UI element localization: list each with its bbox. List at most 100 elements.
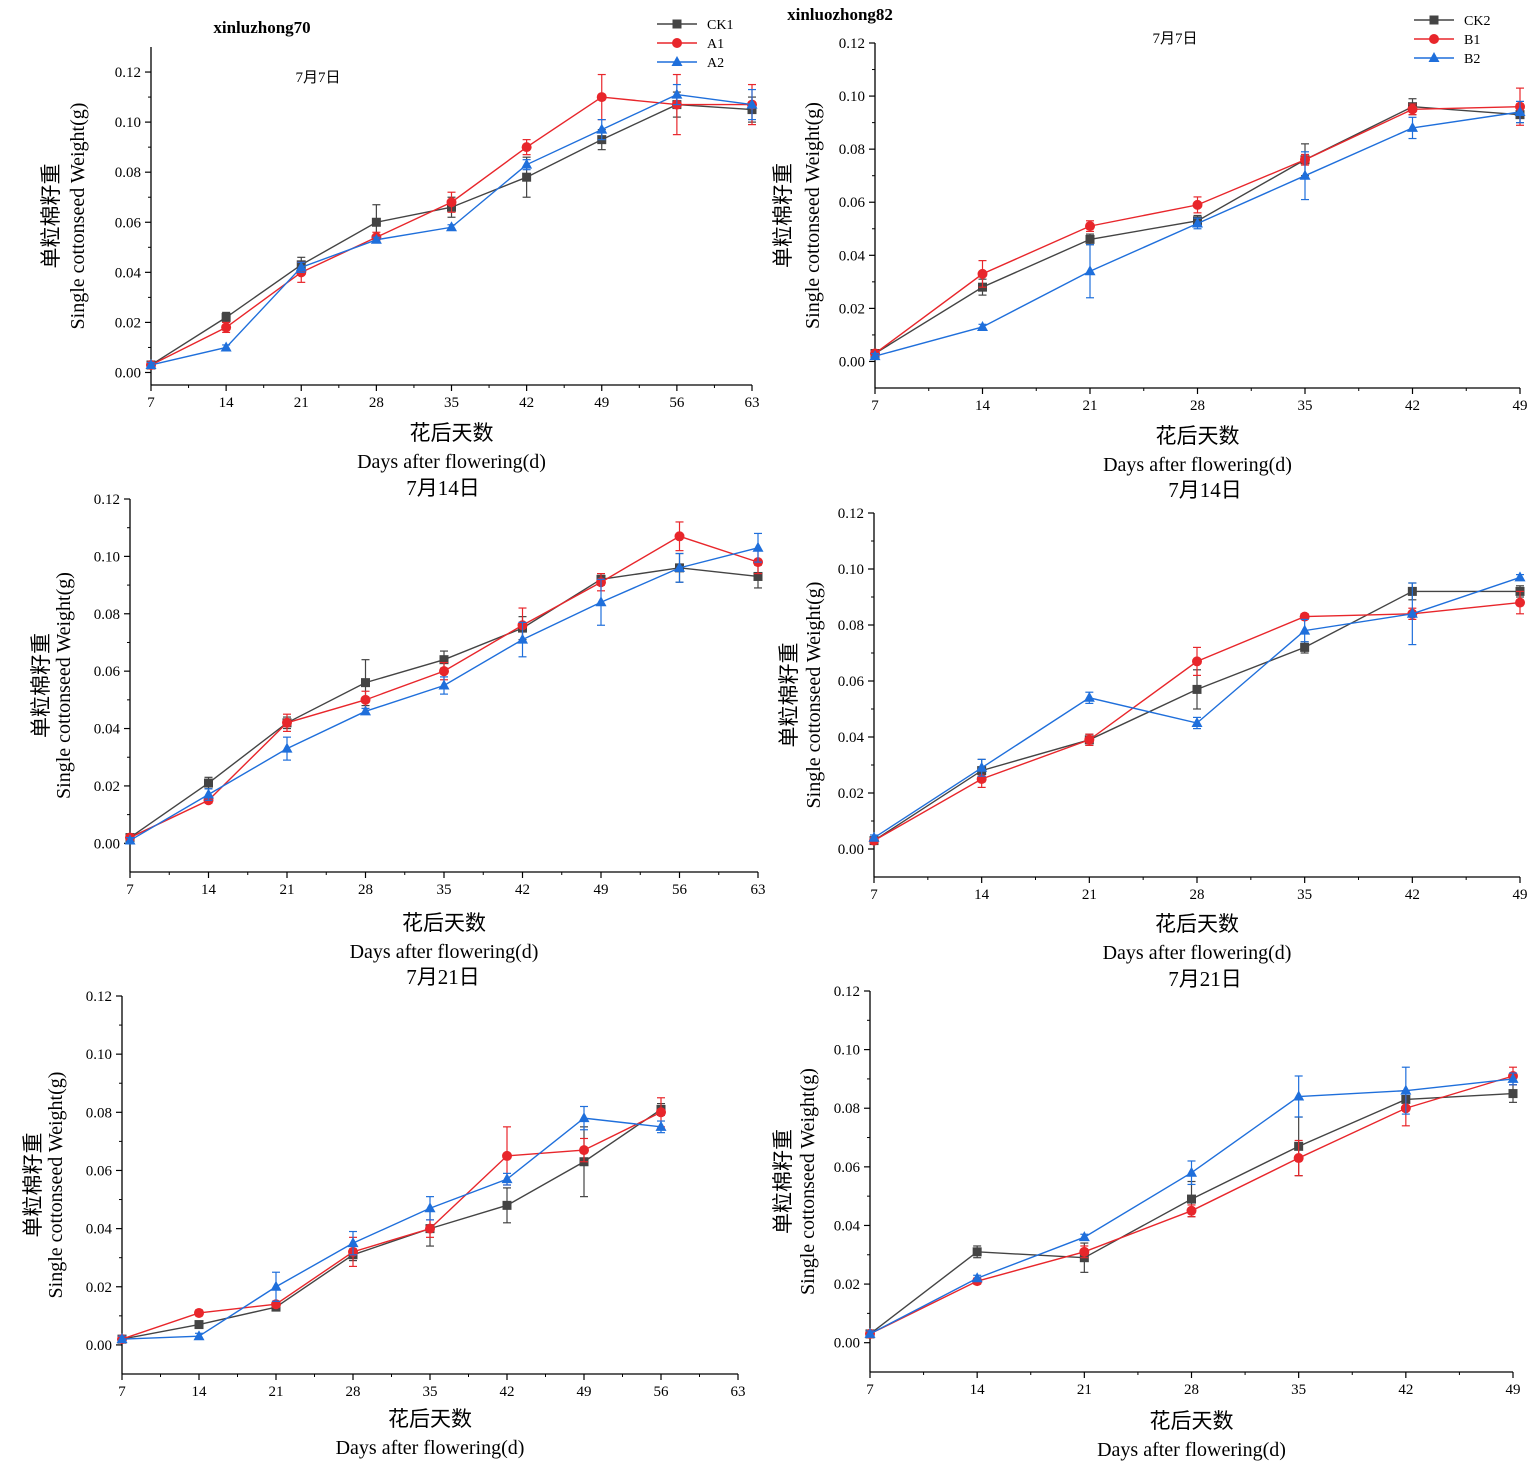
y-tick-label: 0.06 — [86, 1163, 113, 1179]
data-point — [194, 1307, 204, 1318]
y-tick-label: 0.04 — [86, 1222, 113, 1238]
data-point — [1514, 106, 1526, 116]
x-tick-label: 28 — [1190, 887, 1205, 903]
data-point — [446, 197, 457, 208]
y-tick-label: 0.10 — [834, 1043, 860, 1059]
y-axis-label-en: Single cottonseed Weight(g) — [53, 572, 75, 799]
x-axis-label-cn: 花后天数 — [388, 1407, 472, 1431]
chart-panel-5: 0.00 0.02 0.04 0.06 0.08 0.10 0.12 7 14 21 28 35 42 4… — [21, 965, 746, 1459]
y-tick-label: 0.00 — [839, 354, 865, 370]
data-point — [220, 341, 232, 352]
y-axis-label-cn: 单粒棉籽重 — [29, 633, 53, 738]
y-tick-label: 0.08 — [834, 1101, 860, 1117]
data-point — [522, 172, 532, 182]
data-point — [1078, 1231, 1090, 1242]
data-point — [361, 678, 370, 688]
y-tick-label: 0.00 — [94, 836, 120, 852]
legend-marker — [672, 38, 682, 48]
y-tick-label: 0.10 — [94, 549, 120, 565]
data-point — [282, 717, 292, 728]
x-tick-label: 14 — [201, 882, 217, 898]
y-tick-label: 0.08 — [838, 618, 864, 634]
x-axis-label-en: Days after flowering(d) — [1103, 454, 1292, 476]
series-line — [874, 105, 1521, 355]
data-point — [864, 1327, 876, 1338]
series-s1 — [869, 582, 1525, 846]
x-tick-label: 49 — [594, 882, 609, 898]
data-point — [746, 98, 758, 109]
data-point — [438, 679, 450, 690]
y-axis-label-en: Single cottonseed Weight(g) — [803, 582, 825, 809]
data-point — [370, 233, 382, 244]
data-point — [295, 261, 307, 272]
y-tick-label: 0.02 — [86, 1280, 112, 1296]
series-s3 — [124, 532, 764, 845]
x-tick-label: 14 — [192, 1384, 208, 1400]
y-tick-label: 0.04 — [839, 248, 866, 264]
y-tick-label: 0.06 — [839, 195, 866, 211]
x-tick-label: 42 — [500, 1384, 515, 1400]
x-tick-label: 7 — [126, 882, 134, 898]
x-tick-label: 63 — [731, 1384, 746, 1400]
y-tick-label: 0.06 — [838, 674, 865, 690]
data-point — [971, 1272, 983, 1283]
series-line — [150, 103, 753, 366]
x-tick-label: 63 — [751, 882, 766, 898]
data-point — [596, 92, 607, 103]
data-point — [1400, 1084, 1412, 1095]
y-tick-label: 0.04 — [838, 730, 865, 746]
y-tick-label: 0.12 — [115, 65, 141, 81]
x-axis-label-en: Days after flowering(d) — [357, 451, 546, 473]
legend-label: A1 — [707, 37, 724, 52]
x-tick-label: 35 — [1291, 1382, 1306, 1398]
x-tick-label: 28 — [1184, 1382, 1199, 1398]
chart-title: xinluozhong82 — [787, 5, 893, 24]
series-s3 — [864, 1066, 1519, 1338]
series-s3 — [868, 571, 1526, 842]
series-s1 — [125, 552, 763, 843]
data-point — [501, 1173, 513, 1184]
x-tick-label: 7 — [866, 1382, 874, 1398]
data-point — [674, 561, 685, 572]
data-point — [1192, 656, 1202, 667]
y-tick-label: 0.00 — [834, 1336, 860, 1352]
data-point — [579, 1145, 589, 1156]
series-line — [121, 1111, 662, 1340]
series-line — [873, 590, 1520, 842]
x-tick-label: 21 — [294, 395, 309, 411]
y-axis-label-cn: 单粒棉籽重 — [777, 643, 801, 748]
x-axis-label-en: Days after flowering(d) — [1097, 1439, 1286, 1461]
data-point — [124, 834, 136, 845]
data-point — [1186, 1166, 1197, 1177]
x-tick-label: 14 — [970, 1382, 986, 1398]
x-tick-label: 7 — [118, 1384, 126, 1400]
data-point — [1300, 642, 1310, 652]
y-tick-label: 0.02 — [839, 301, 865, 317]
x-tick-label: 21 — [280, 882, 295, 898]
x-axis-label-cn: 花后天数 — [1155, 912, 1239, 936]
y-axis-label-cn: 单粒棉籽重 — [771, 1129, 795, 1234]
data-point — [1079, 1246, 1090, 1257]
x-tick-label: 49 — [577, 1384, 592, 1400]
y-tick-label: 0.10 — [839, 89, 865, 105]
chart-panel-2: 0.00 0.02 0.04 0.06 0.08 0.10 0.12 7 14 21 28 35 42 4… — [771, 5, 1528, 476]
x-tick-label: 49 — [1513, 887, 1528, 903]
y-tick-label: 0.12 — [838, 506, 864, 522]
data-point — [1191, 717, 1203, 727]
x-axis-label-en: Days after flowering(d) — [350, 941, 539, 963]
x-tick-label: 56 — [654, 1384, 670, 1400]
x-tick-label: 28 — [369, 395, 384, 411]
x-tick-label: 21 — [269, 1384, 284, 1400]
x-tick-label: 21 — [1082, 887, 1097, 903]
series-line — [129, 567, 759, 839]
x-tick-label: 42 — [1405, 887, 1420, 903]
legend-label: B1 — [1464, 33, 1480, 48]
series-s1 — [117, 1102, 666, 1344]
series-line — [874, 111, 1521, 357]
legend-marker — [672, 19, 682, 29]
legend-marker — [671, 56, 683, 66]
x-tick-label: 14 — [975, 398, 991, 414]
x-tick-label: 42 — [515, 882, 530, 898]
data-point — [1293, 1153, 1304, 1164]
